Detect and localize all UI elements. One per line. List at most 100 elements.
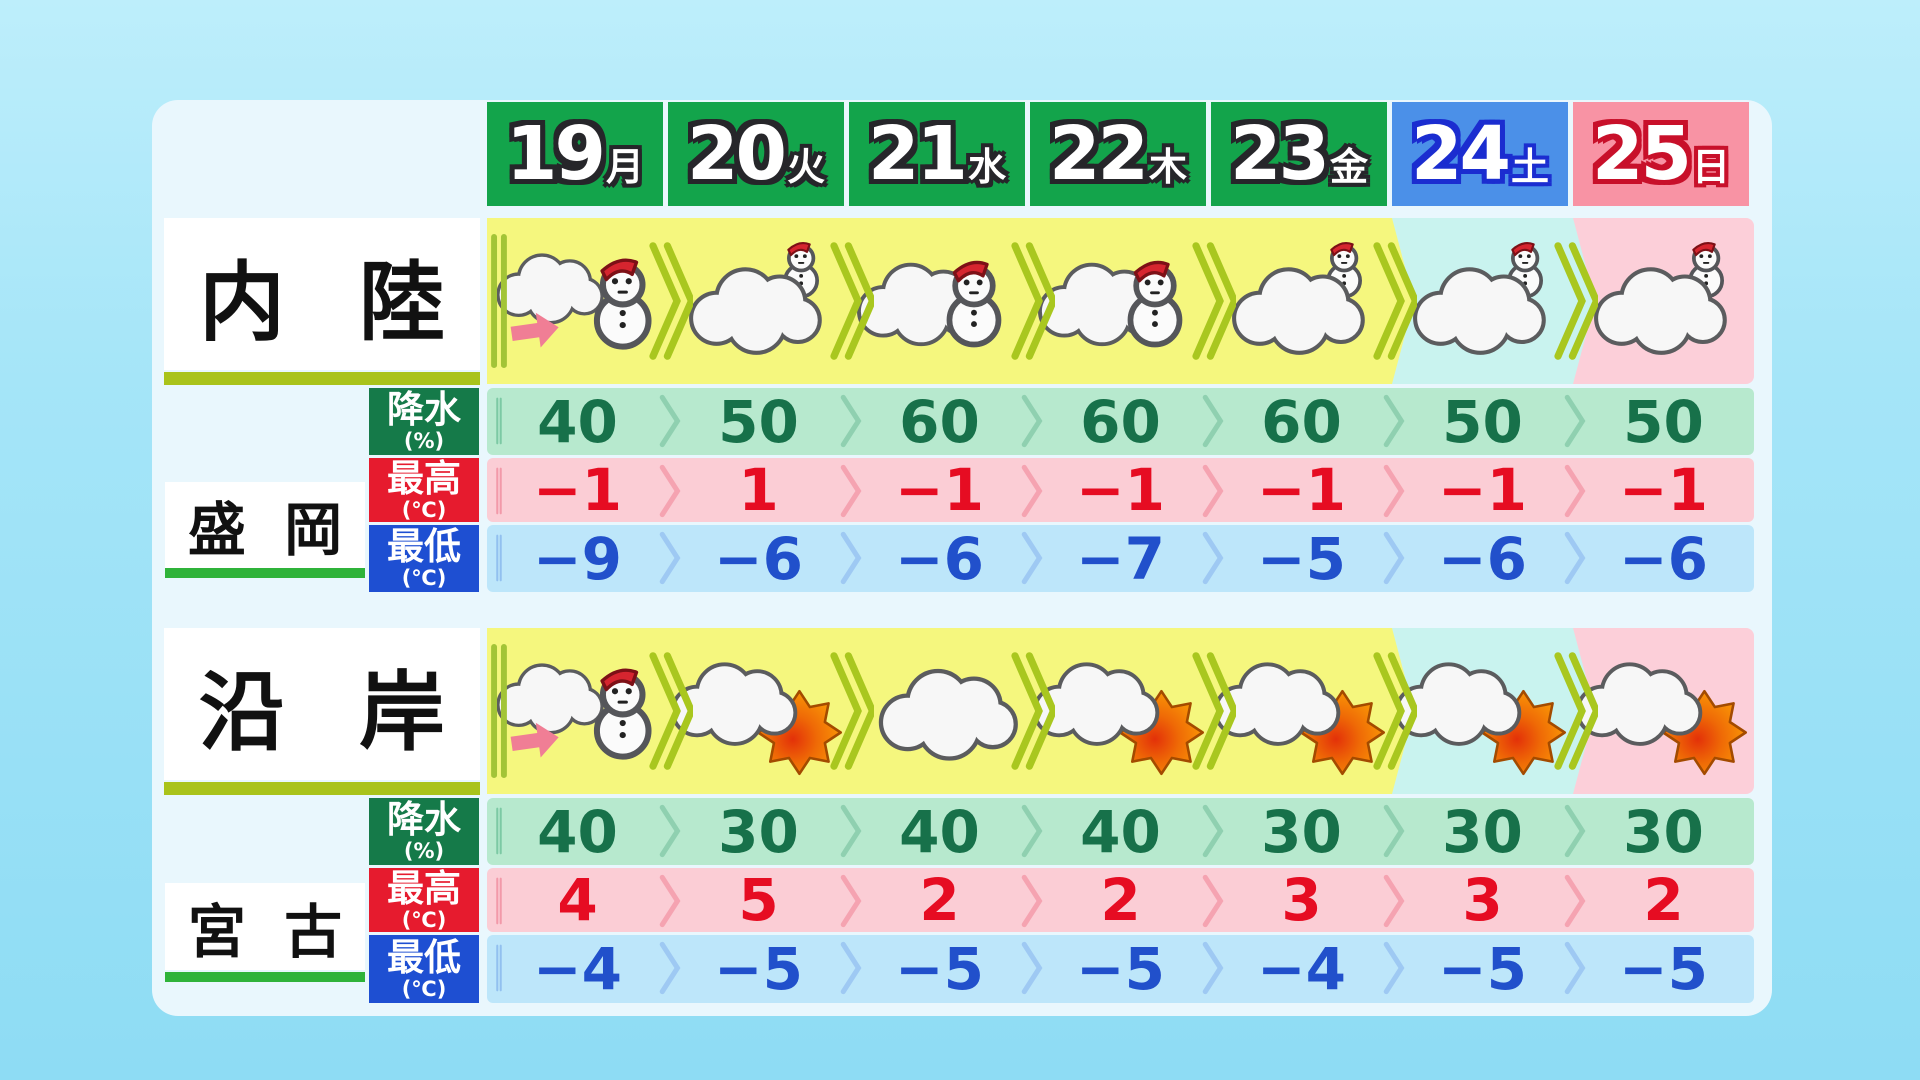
chevron-separator-icon <box>1017 464 1045 518</box>
chevron-separator-icon <box>1188 641 1236 781</box>
high-label: 最高 <box>387 866 461 910</box>
precip-unit: (%) <box>403 429 445 453</box>
chevron-separator-icon <box>1017 874 1045 928</box>
weather-icon-cell <box>1573 218 1754 384</box>
high-value: 3 <box>1281 866 1322 934</box>
low-row-coast: −4 −5 −5 −5 −4 −5 −5 <box>487 935 1754 1003</box>
day-weekday: 日 <box>1691 145 1730 189</box>
low-value: −6 <box>1438 524 1527 593</box>
city-underline <box>165 972 365 982</box>
high-value: 2 <box>1643 866 1684 934</box>
region-label-coast: 沿 岸 <box>164 628 480 780</box>
precip-row-coast: 40 30 40 40 30 30 30 <box>487 798 1754 865</box>
precip-value: 60 <box>1080 387 1161 456</box>
chevron-separator-icon <box>1379 941 1407 995</box>
cloud-sun-icon <box>673 640 845 782</box>
cloud-snow-icon <box>1216 230 1388 372</box>
precip-value: 60 <box>1261 387 1342 456</box>
high-label: 最高 <box>387 456 461 500</box>
precip-row-label: 降水 (%) <box>369 388 479 455</box>
chevron-separator-icon <box>836 394 864 448</box>
chevron-separator-icon <box>655 531 683 585</box>
day-weekday: 火 <box>786 145 825 189</box>
chevron-separator-icon <box>1560 804 1588 858</box>
low-value: −4 <box>1257 935 1346 1003</box>
chevron-separator-icon <box>826 641 874 781</box>
chevron-separator-icon <box>645 231 693 371</box>
cloud-snow-icon <box>854 230 1026 372</box>
chevron-separator-icon <box>1017 941 1045 995</box>
day-header-sat: 24 土 <box>1392 102 1568 206</box>
precip-value: 50 <box>1442 387 1523 456</box>
cloud-sun-icon <box>1216 640 1388 782</box>
weather-icon-cell <box>1392 218 1573 384</box>
city-name: 宮 古 <box>187 897 343 966</box>
low-value: −6 <box>895 524 984 593</box>
chevron-separator-icon <box>655 941 683 995</box>
low-row-label: 最低 (℃) <box>369 935 479 1003</box>
chevron-separator-icon <box>1017 804 1045 858</box>
precip-value: 40 <box>1080 797 1161 866</box>
day-weekday: 金 <box>1329 145 1368 189</box>
region-underline <box>164 372 480 385</box>
weather-icon-cell <box>668 628 849 794</box>
precip-value: 50 <box>1623 387 1704 456</box>
day-weekday: 土 <box>1510 145 1549 189</box>
chevron-separator-icon <box>1560 394 1588 448</box>
low-value: −5 <box>1076 935 1165 1003</box>
chevron-separator-icon <box>836 941 864 995</box>
high-value: −1 <box>1257 456 1346 524</box>
low-value: −5 <box>1438 935 1527 1003</box>
chevron-separator-icon <box>1198 874 1226 928</box>
day-header-fri: 23 金 <box>1211 102 1387 206</box>
day-number: 23 <box>1230 111 1330 197</box>
low-row-label: 最低 (℃) <box>369 525 479 592</box>
row-start-bars <box>488 232 510 370</box>
cloud-sun-icon <box>1397 640 1569 782</box>
high-row-label: 最高 (℃) <box>369 868 479 932</box>
region-label-inland: 内 陸 <box>164 218 480 370</box>
region-name: 内 陸 <box>199 252 445 353</box>
city-label-morioka: 盛 岡 <box>165 482 365 568</box>
low-label: 最低 <box>387 935 461 979</box>
precip-label: 降水 <box>387 388 461 431</box>
chevron-separator-icon <box>1198 394 1226 448</box>
low-value: −5 <box>1257 524 1346 593</box>
chevron-separator-icon <box>1550 641 1598 781</box>
precip-value: 30 <box>1623 797 1704 866</box>
chevron-separator-icon <box>826 231 874 371</box>
chevron-separator-icon <box>1007 231 1055 371</box>
high-row-coast: 4 5 2 2 3 3 2 <box>487 868 1754 932</box>
chevron-separator-icon <box>1369 641 1417 781</box>
chevron-separator-icon <box>1017 531 1045 585</box>
chevron-separator-icon <box>1379 874 1407 928</box>
weather-icon-cell <box>1211 218 1392 384</box>
cloud-sun-icon <box>1035 640 1207 782</box>
cloud-icon <box>854 640 1026 782</box>
low-row-inland: −9 −6 −6 −7 −5 −6 −6 <box>487 525 1754 592</box>
city-underline <box>165 568 365 578</box>
low-value: −5 <box>895 935 984 1003</box>
day-weekday: 水 <box>967 145 1006 189</box>
weather-icon-cell <box>487 218 668 384</box>
chevron-separator-icon <box>1198 804 1226 858</box>
chevron-separator-icon <box>1198 941 1226 995</box>
region-name: 沿 岸 <box>199 662 445 763</box>
chevron-separator-icon <box>836 531 864 585</box>
low-value: −9 <box>533 524 622 593</box>
high-value: 5 <box>738 866 779 934</box>
chevron-separator-icon <box>1560 941 1588 995</box>
chevron-separator-icon <box>1198 464 1226 518</box>
cloud-then-snow-icon <box>492 230 664 372</box>
day-weekday: 木 <box>1148 145 1187 189</box>
weather-icon-row-inland <box>487 218 1754 384</box>
weather-icon-cell <box>1030 218 1211 384</box>
weather-icon-cell <box>668 218 849 384</box>
chevron-separator-icon <box>1550 231 1598 371</box>
cloud-then-snow-icon <box>492 640 664 782</box>
chevron-separator-icon <box>1560 874 1588 928</box>
high-value: 2 <box>919 866 960 934</box>
low-value: −5 <box>1619 935 1708 1003</box>
day-header-tue: 20 火 <box>668 102 844 206</box>
